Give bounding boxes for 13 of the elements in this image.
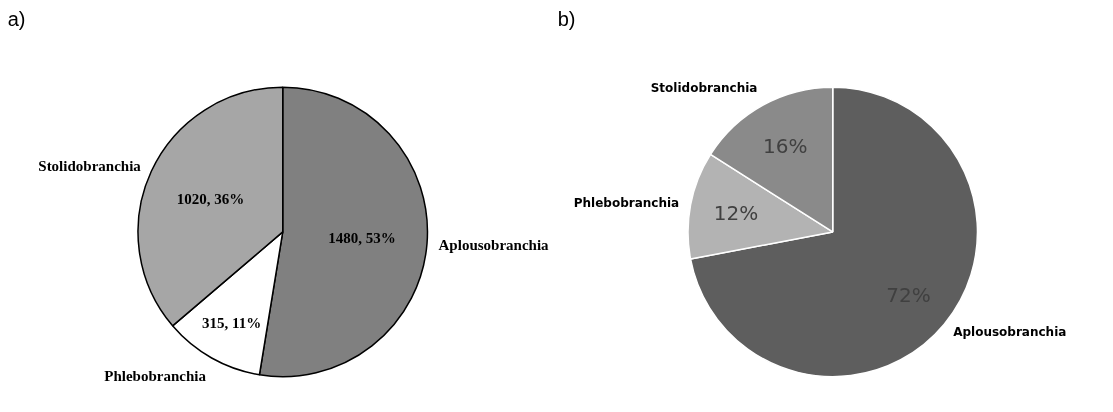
slice-label: Aplousobranchia — [953, 324, 1067, 339]
data-label: 1480, 53% — [328, 230, 396, 247]
slice-label: Aplousobranchia — [438, 236, 550, 253]
data-label: 1020, 36% — [176, 190, 245, 207]
data-label: 315, 11% — [201, 314, 262, 331]
slice-label: Phlebobranchia — [573, 195, 680, 210]
slice-label: Phlebobranchia — [104, 368, 207, 385]
slice-label: Stolidobranchia — [650, 81, 758, 96]
slice-label: Stolidobranchia — [38, 158, 142, 175]
data-label: 16% — [763, 133, 808, 158]
data-label: 12% — [713, 201, 759, 226]
chart-title: b) — [557, 7, 576, 30]
chart-title: a) — [7, 7, 26, 30]
